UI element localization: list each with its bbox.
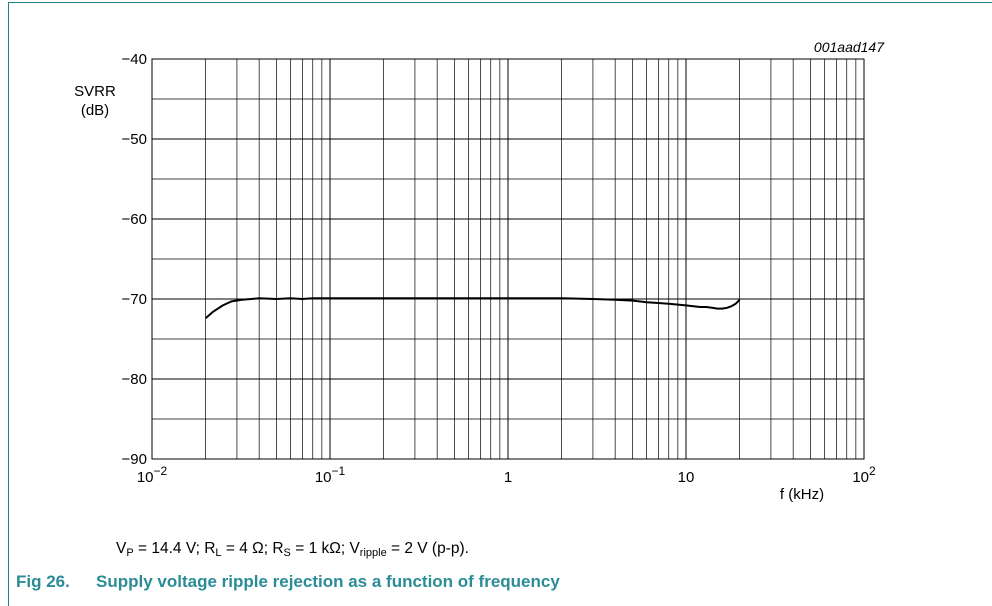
x-tick-label: 10−2 (137, 464, 168, 486)
frame-left-border (8, 2, 9, 606)
y-tick-label: −70 (122, 291, 147, 308)
rl-value: 4 Ω (239, 540, 264, 557)
vripple-value: 2 V (p-p). (404, 540, 469, 557)
figure-caption: Fig 26. Supply voltage ripple rejection a… (16, 572, 560, 592)
rs-value: 1 kΩ (308, 540, 341, 557)
y-tick-label: −50 (122, 131, 147, 148)
svrr-series-line (204, 297, 741, 319)
y-tick-label: −80 (122, 371, 147, 388)
minor-grid (152, 59, 864, 459)
figure-title: Supply voltage ripple rejection as a fun… (96, 572, 560, 591)
x-axis-label: f (kHz) (780, 486, 824, 503)
x-tick-label: 1 (504, 469, 512, 486)
y-axis-label-line-2: (dB) (81, 102, 109, 119)
x-tick-label: 10 (678, 469, 695, 486)
test-conditions: VP = 14.4 V; RL = 4 Ω; RS = 1 kΩ; Vrippl… (116, 540, 469, 559)
y-tick-label: −40 (122, 51, 147, 68)
y-tick-label: −90 (122, 451, 147, 468)
y-tick-labels: −90 −80 −70 −60 −50 −40 (122, 51, 147, 468)
document-code: 001aad147 (814, 39, 885, 55)
y-axis-label-line-1: SVRR (74, 83, 116, 100)
x-tick-label: 102 (852, 464, 876, 486)
x-tick-label: 10−1 (315, 464, 346, 486)
x-tick-labels: 10−2 10−1 1 10 102 (137, 464, 876, 486)
vp-value: 14.4 V (151, 540, 196, 557)
plot-frame (151, 58, 865, 460)
y-tick-label: −60 (122, 211, 147, 228)
frame-top-border (8, 2, 992, 3)
figure-number: Fig 26. (16, 572, 70, 591)
